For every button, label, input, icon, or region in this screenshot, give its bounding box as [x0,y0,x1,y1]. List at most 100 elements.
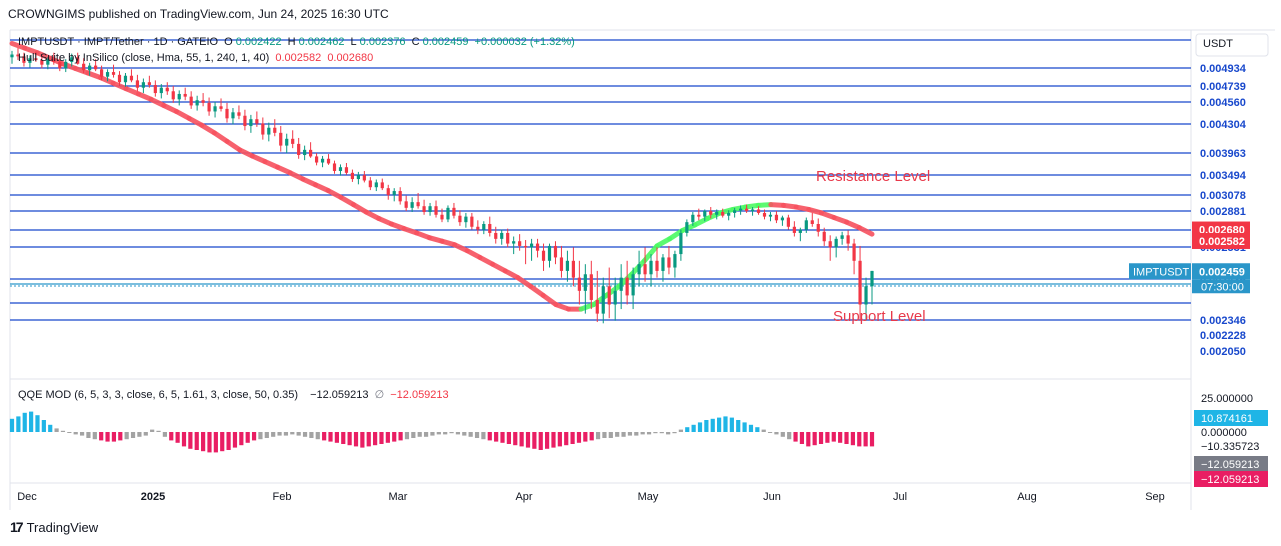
candle[interactable] [22,52,26,67]
candle[interactable] [58,56,62,72]
candle[interactable] [631,267,635,310]
candle[interactable] [34,51,38,62]
candle[interactable] [10,50,14,64]
candle[interactable] [171,85,175,103]
candle[interactable] [559,245,564,278]
candle[interactable] [637,250,641,287]
candle[interactable] [213,102,217,118]
candle[interactable] [529,238,534,261]
candle[interactable] [846,230,850,251]
candle[interactable] [691,212,695,226]
candle[interactable] [870,270,874,305]
candle[interactable] [249,114,253,133]
candle[interactable] [864,277,868,321]
currency-box[interactable] [1195,33,1269,57]
candle[interactable] [225,102,229,123]
candle[interactable] [709,207,713,219]
candle[interactable] [195,95,199,111]
candle[interactable] [94,59,98,72]
candle[interactable] [452,202,456,219]
candle[interactable] [362,170,366,183]
candle[interactable] [404,195,408,212]
candle[interactable] [255,111,259,127]
candle[interactable] [565,250,570,282]
candle[interactable] [297,137,301,159]
candle[interactable] [76,52,80,65]
symbol-legend[interactable]: IMPTUSDT · IMPT/Tether · 1D · GATEIO O 0.… [18,36,578,48]
candle[interactable] [816,218,820,237]
candle[interactable] [237,105,241,120]
candle[interactable] [571,247,575,287]
candle[interactable] [476,220,480,235]
candle[interactable] [374,179,378,192]
candle[interactable] [804,217,808,233]
candle[interactable] [52,52,56,65]
candle[interactable] [750,207,755,216]
candle[interactable] [28,55,32,68]
qqe-indicator-label[interactable]: QQE MOD (6, 5, 3, 3, close, 6, 5, 1.61, … [18,389,299,401]
candle[interactable] [46,57,50,70]
candle[interactable] [613,277,617,321]
candle[interactable] [547,243,552,268]
candle[interactable] [332,160,337,174]
candle[interactable] [458,210,462,226]
candle[interactable] [285,133,289,154]
candle[interactable] [667,245,671,275]
candle[interactable] [601,277,605,324]
candle[interactable] [625,260,629,305]
candle[interactable] [410,197,414,213]
candle[interactable] [828,235,832,261]
candle[interactable] [840,231,844,245]
candle[interactable] [231,108,235,125]
candle[interactable] [243,109,247,131]
candle[interactable] [159,84,163,99]
candle[interactable] [207,97,211,116]
candle[interactable] [303,145,307,161]
candle[interactable] [177,90,181,106]
candle[interactable] [589,260,593,310]
candle[interactable] [82,58,86,73]
candle[interactable] [428,202,432,216]
candle[interactable] [852,238,856,275]
candle[interactable] [16,48,20,61]
candle[interactable] [673,250,677,278]
symbol-name[interactable]: IMPTUSDT · IMPT/Tether · 1D · GATEIO [18,36,219,48]
candle[interactable] [165,82,169,95]
candle[interactable] [314,153,319,166]
candle[interactable] [780,215,785,226]
candle[interactable] [661,254,665,282]
candle[interactable] [219,98,223,112]
candle[interactable] [512,236,516,255]
candle[interactable] [320,155,325,168]
candle[interactable] [727,210,731,221]
candle[interactable] [368,177,372,191]
candle[interactable] [141,78,145,94]
candle[interactable] [643,247,647,282]
candle[interactable] [553,241,558,265]
candle[interactable] [762,209,767,220]
candle[interactable] [386,184,390,200]
candle[interactable] [201,93,205,107]
qqe-legend[interactable]: QQE MOD (6, 5, 3, 3, close, 6, 5, 1.61, … [18,388,452,401]
candle[interactable] [99,65,104,81]
candle[interactable] [189,91,193,109]
candle[interactable] [470,212,474,230]
candle[interactable] [822,227,826,246]
candle[interactable] [464,212,468,228]
candle[interactable] [422,199,426,215]
candle[interactable] [291,130,295,149]
tradingview-logo[interactable]: 17 TradingView [10,519,98,535]
candle[interactable] [129,69,134,83]
candle[interactable] [117,71,122,86]
candle[interactable] [685,219,689,237]
candle[interactable] [607,267,611,319]
candle[interactable] [273,119,277,137]
candle[interactable] [338,164,343,176]
candle[interactable] [541,243,546,271]
candle[interactable] [440,208,444,223]
candle[interactable] [756,206,761,215]
candle[interactable] [482,221,486,235]
qqe-pane[interactable] [10,380,1191,482]
candle[interactable] [267,122,271,142]
